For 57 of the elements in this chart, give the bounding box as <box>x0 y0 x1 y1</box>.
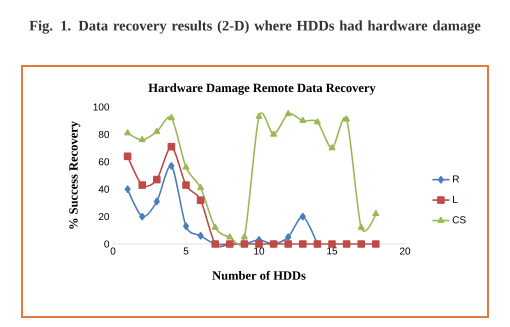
point <box>124 185 131 193</box>
point <box>299 240 307 248</box>
point <box>168 114 175 120</box>
point <box>124 152 132 160</box>
point <box>168 162 174 170</box>
point <box>138 181 146 189</box>
x-tick-label: 0 <box>110 248 116 255</box>
point <box>372 240 380 248</box>
legend-label: L <box>453 196 458 203</box>
chart-subtitle: Hardware Damage Remote Data Recovery <box>148 83 376 95</box>
point <box>196 196 204 204</box>
point <box>168 142 176 151</box>
point <box>357 240 365 248</box>
point <box>343 116 350 122</box>
point <box>342 240 350 248</box>
point <box>284 110 292 116</box>
point <box>153 176 161 184</box>
point <box>241 233 248 240</box>
point <box>328 144 336 150</box>
point <box>139 212 146 220</box>
point <box>328 240 336 248</box>
point <box>285 233 292 241</box>
y-tick-label: 40 <box>98 186 110 193</box>
point <box>182 163 190 170</box>
point <box>270 130 277 137</box>
x-tick-label: 5 <box>184 248 188 255</box>
y-tick-label: 80 <box>98 130 110 138</box>
point <box>212 224 219 230</box>
chart-title: Fig. 1. Data recovery results (2-D) where HDDs had hardware damage <box>29 20 480 34</box>
y-tick-label: 20 <box>98 213 110 220</box>
point <box>256 112 262 119</box>
y-tick-label: 60 <box>98 158 110 166</box>
point <box>182 222 190 230</box>
point <box>124 129 131 136</box>
point <box>138 136 146 142</box>
y-axis-title: % Success Recovery <box>69 121 80 229</box>
point <box>372 210 380 216</box>
point <box>226 233 234 240</box>
y-tick-label: 100 <box>94 103 110 111</box>
point <box>314 118 321 124</box>
legend-label: R <box>453 176 459 182</box>
x-tick-label: 20 <box>400 248 410 255</box>
x-axis-title: Number of HDDs <box>212 270 306 280</box>
x-tick-label: 15 <box>327 248 338 255</box>
point <box>284 240 292 248</box>
point <box>154 198 160 206</box>
legend-label: CS <box>452 216 466 224</box>
point <box>197 184 204 190</box>
point <box>182 181 190 189</box>
point <box>255 240 263 248</box>
x-tick-label: 10 <box>254 248 264 255</box>
point <box>358 224 365 230</box>
point <box>300 212 306 220</box>
point <box>198 232 204 240</box>
point <box>153 128 160 134</box>
point <box>299 116 306 123</box>
y-tick-label: 0 <box>104 240 110 248</box>
